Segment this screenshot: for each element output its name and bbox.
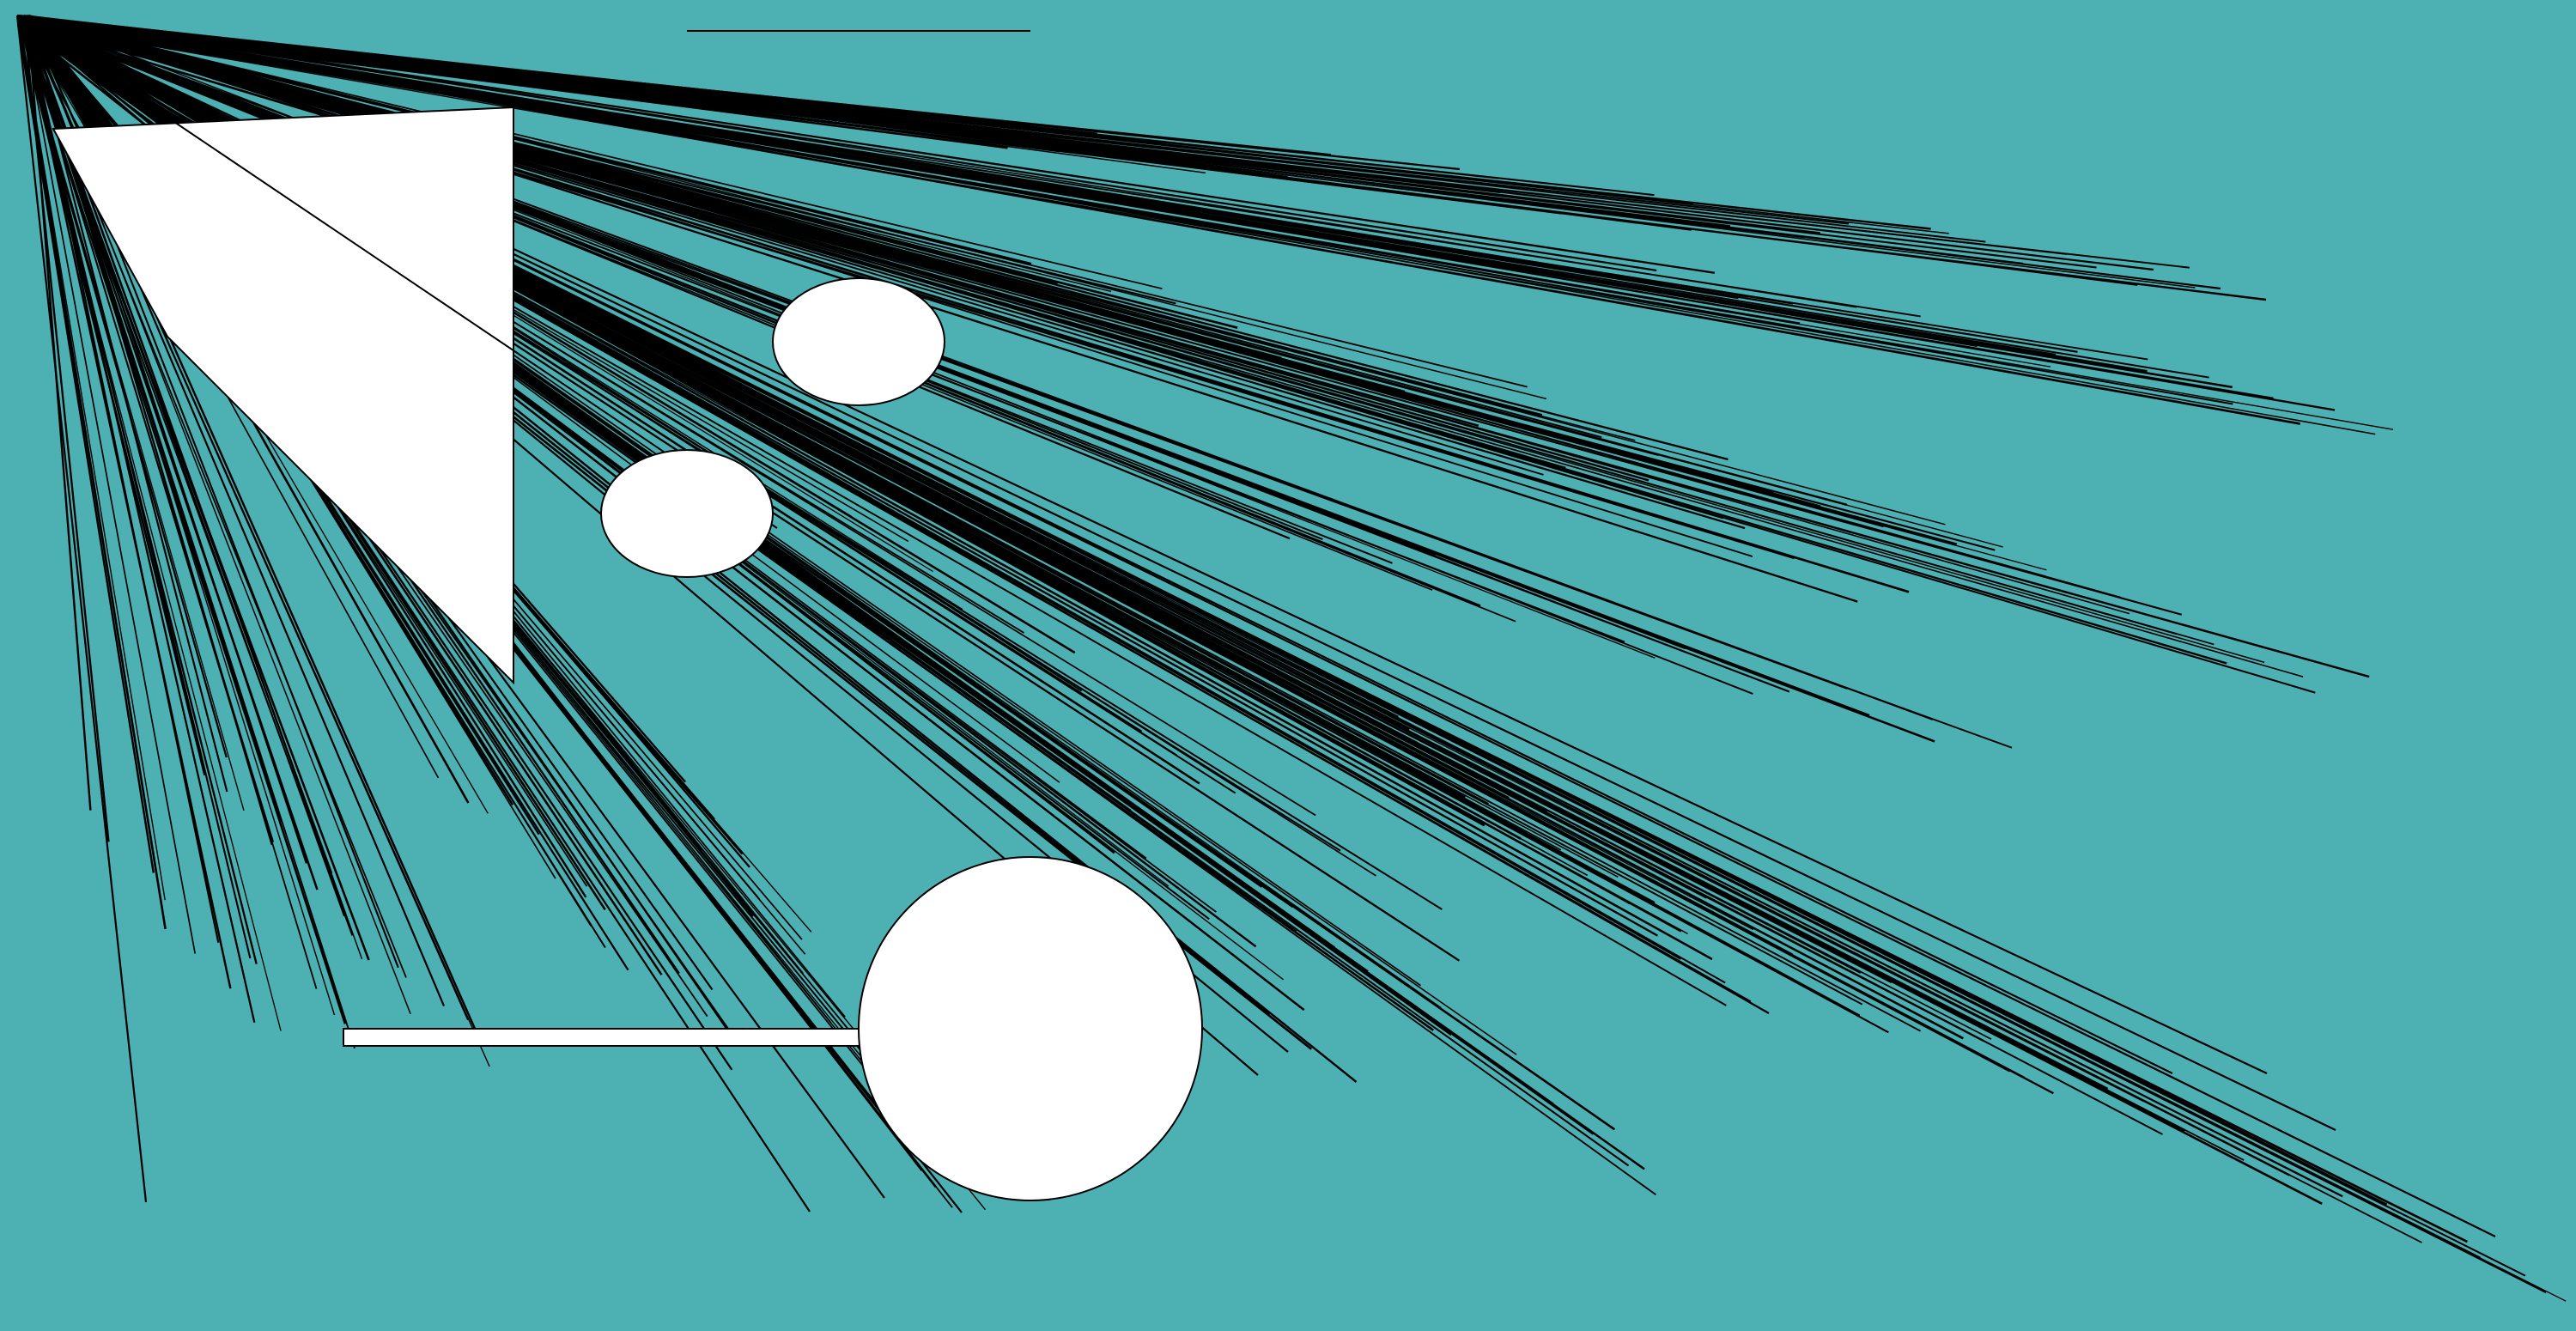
ray-line <box>24 18 355 1049</box>
ray-line <box>27 15 2376 435</box>
ray-line <box>27 15 1724 520</box>
ray-line <box>19 19 245 811</box>
ray-line <box>19 16 347 1024</box>
ray-line <box>21 16 232 989</box>
ray-line <box>15 15 148 1203</box>
ray-line <box>16 14 1031 127</box>
ray-line <box>28 18 1238 329</box>
ray-line <box>18 21 1176 305</box>
ray-line <box>19 15 1528 388</box>
ray-line <box>24 16 256 1023</box>
ray-line <box>26 16 1655 197</box>
ray-line <box>16 23 155 873</box>
ray-line <box>16 14 2154 271</box>
ray-line <box>21 15 1716 274</box>
ray-line <box>16 16 370 961</box>
ray-line <box>22 20 110 842</box>
ray-line <box>17 15 1858 603</box>
ray-line <box>16 14 2221 290</box>
ray-line <box>26 16 2336 411</box>
ray-line <box>19 20 166 901</box>
ray-line <box>18 23 167 930</box>
ray-line <box>21 17 1746 530</box>
ray-line <box>17 16 282 1031</box>
ray-line <box>22 23 197 954</box>
ray-line <box>21 15 1032 265</box>
ray-line <box>21 21 2267 301</box>
ray-line <box>21 21 1433 591</box>
ray-line <box>28 17 1949 234</box>
white-horizontal-bar <box>343 1028 881 1047</box>
ray-line <box>25 21 2394 430</box>
white-triangle-shape <box>52 106 514 685</box>
upper-white-ellipse <box>772 277 945 406</box>
ray-line <box>22 15 1163 290</box>
ray-line <box>22 16 2196 289</box>
ray-line <box>23 17 1353 381</box>
middle-white-ellipse <box>600 449 774 578</box>
large-white-circle <box>858 856 1203 1201</box>
